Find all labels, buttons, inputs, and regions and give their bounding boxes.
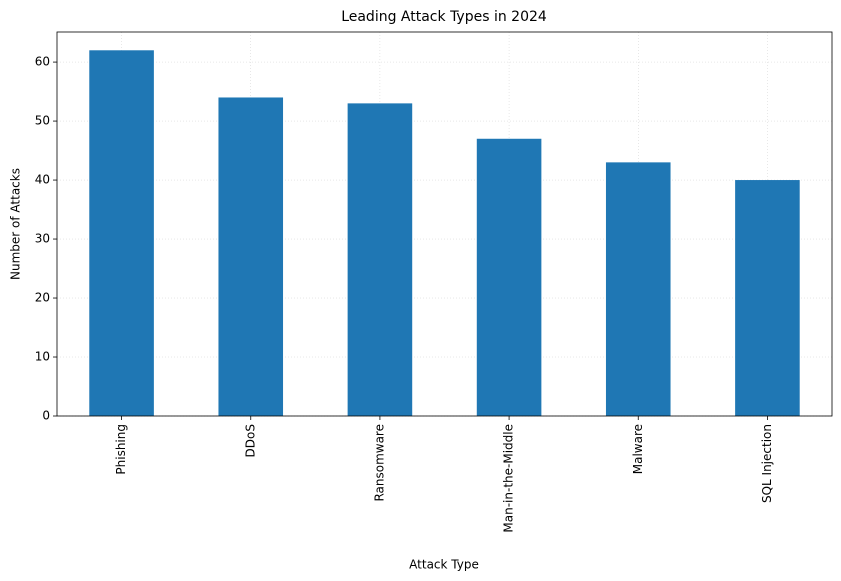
chart-title: Leading Attack Types in 2024 [341, 9, 547, 25]
plot-frame [56, 31, 833, 417]
y-tick-label: 60 [35, 55, 50, 69]
x-tick-label: Man-in-the-Middle [502, 424, 516, 533]
y-tick-label: 50 [35, 114, 50, 128]
x-axis-label: Attack Type [409, 558, 479, 572]
y-tick-label: 10 [35, 350, 50, 364]
y-tick-label: 40 [35, 173, 50, 187]
y-tick-label: 30 [35, 232, 50, 246]
bar [218, 97, 284, 416]
bar [89, 50, 154, 417]
y-tick-label: 20 [35, 291, 50, 305]
x-tick-label: Ransomware [372, 424, 386, 502]
bar [605, 162, 671, 416]
x-tick-label: DDoS [243, 424, 257, 457]
y-tick-label: 0 [42, 409, 50, 423]
x-tick-label: Malware [631, 424, 645, 474]
bar [347, 103, 413, 417]
bar [476, 138, 542, 416]
x-tick-label: SQL Injection [760, 424, 774, 503]
x-tick-label: Phishing [114, 424, 128, 475]
bar [735, 180, 800, 416]
y-axis-label: Number of Attacks [9, 168, 23, 280]
